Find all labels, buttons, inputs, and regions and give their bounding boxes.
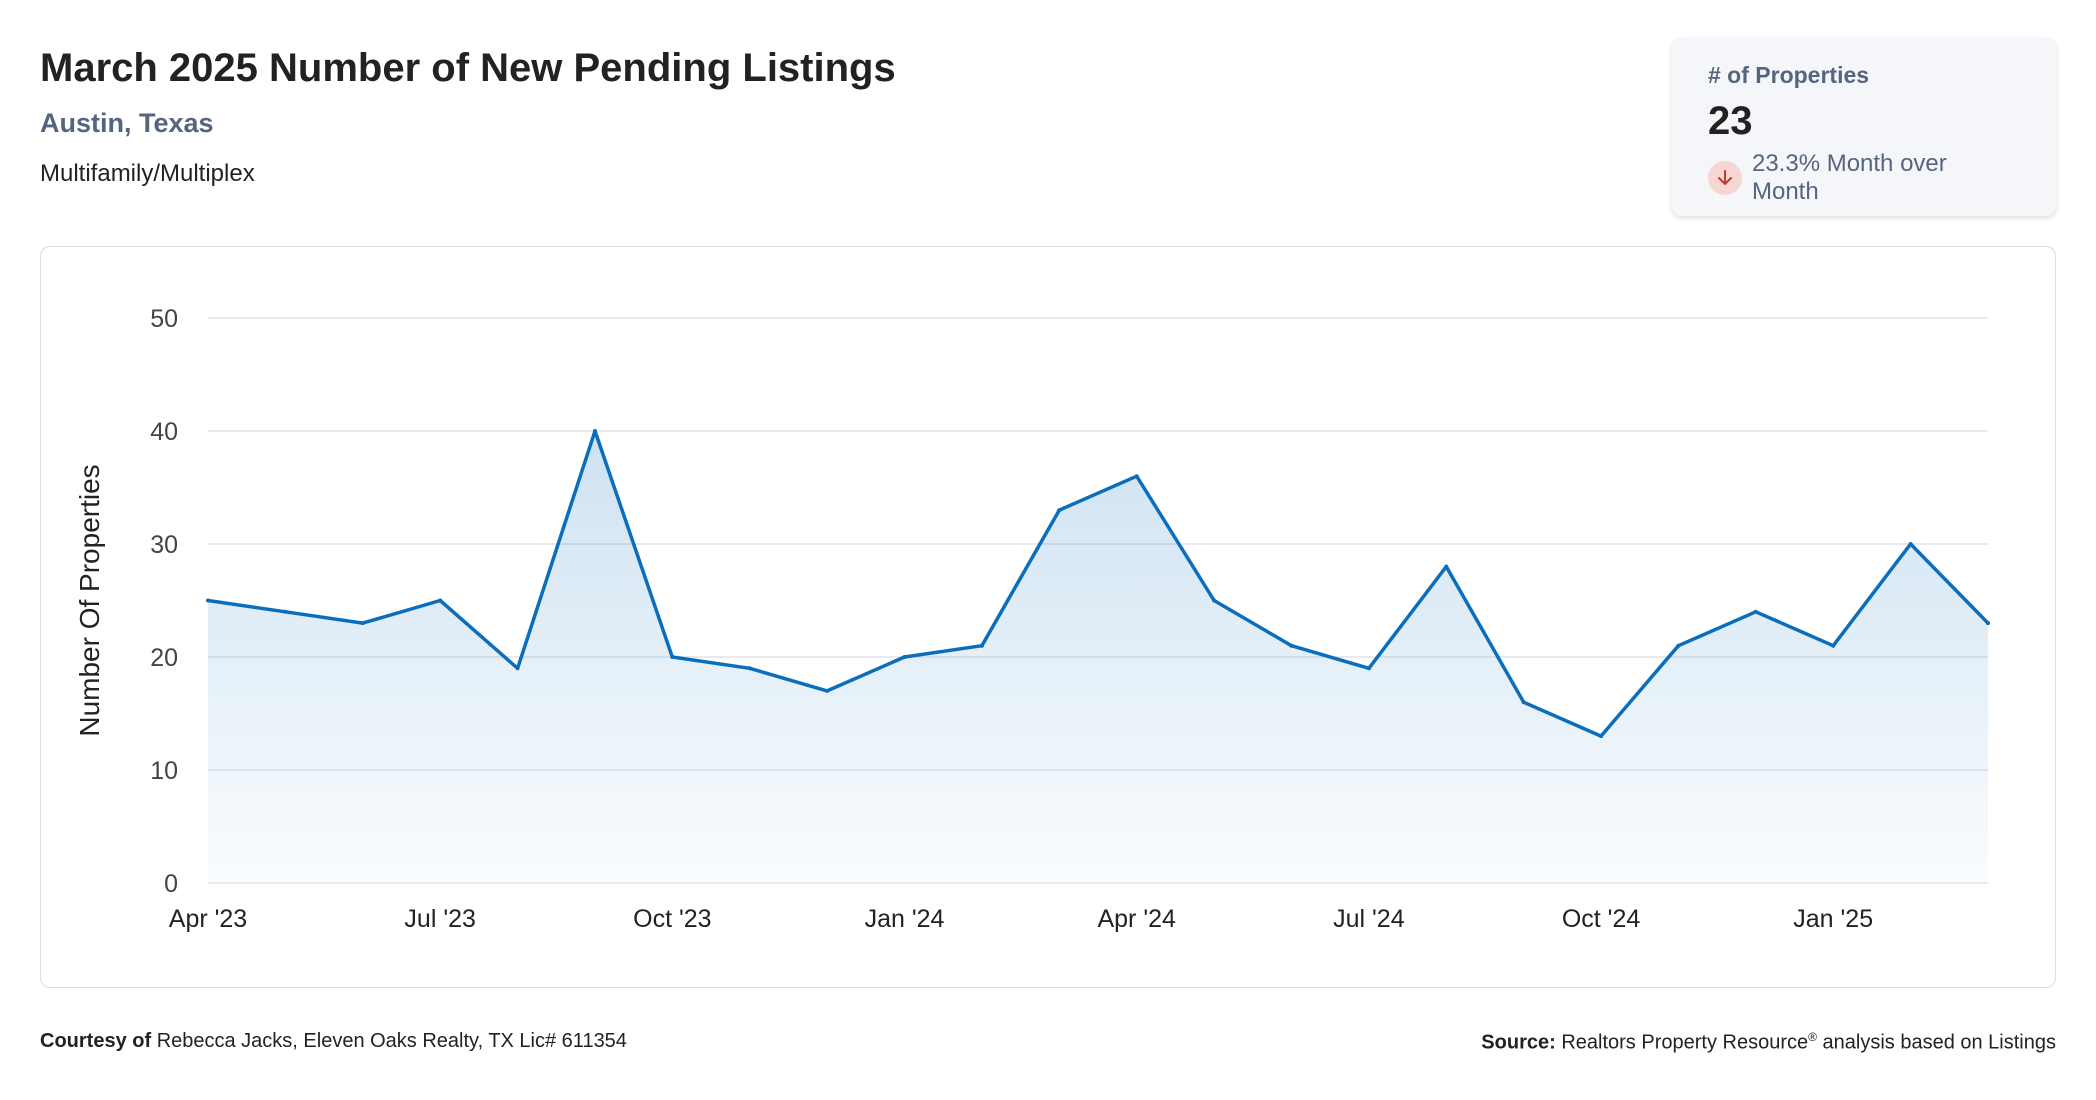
- data-point: [1289, 643, 1294, 648]
- data-point: [1599, 734, 1604, 739]
- x-tick-label: Jan '25: [1793, 905, 1873, 933]
- x-axis-ticks: Apr '23 Jul '23 Oct '23 Jan '24 Apr '24 Jul '…: [169, 905, 1873, 933]
- x-tick-label: Oct '23: [633, 905, 711, 933]
- data-points: [206, 429, 1990, 739]
- registered-mark: ®: [1808, 1030, 1817, 1044]
- data-point: [1831, 643, 1836, 648]
- data-point: [1366, 666, 1371, 671]
- x-tick-label: Jul '24: [1333, 905, 1405, 933]
- location-subtitle: Austin, Texas: [40, 108, 214, 138]
- data-point: [1212, 598, 1217, 603]
- courtesy-text: Rebecca Jacks, Eleven Oaks Realty, TX Li…: [156, 1030, 627, 1052]
- data-point: [1134, 474, 1139, 479]
- x-tick-label: Jul '23: [404, 905, 475, 933]
- x-tick-label: Apr '23: [169, 905, 247, 933]
- data-point: [1057, 508, 1062, 513]
- chart-container: 0 10 20 30 40 50 Apr '23 Jul '23 Oct '23 Jan '24…: [40, 246, 2056, 988]
- data-point: [902, 655, 907, 659]
- data-point: [360, 621, 365, 626]
- courtesy-label: Courtesy of: [40, 1030, 152, 1052]
- data-point: [206, 598, 210, 603]
- source-footer: Source: Realtors Property Resource® anal…: [1481, 1030, 2056, 1055]
- y-tick-label: 50: [150, 305, 178, 333]
- source-label: Source:: [1481, 1031, 1556, 1054]
- data-point: [670, 655, 675, 659]
- y-tick-label: 30: [150, 531, 178, 559]
- data-point: [1676, 643, 1681, 648]
- arrow-down-icon: [1708, 161, 1742, 195]
- page-title: March 2025 Number of New Pending Listing…: [40, 46, 896, 90]
- data-point: [1521, 700, 1526, 705]
- y-tick-label: 10: [150, 757, 178, 785]
- y-axis-ticks: 0 10 20 30 40 50: [150, 305, 178, 898]
- kpi-change-text: 23.3% Month over Month: [1751, 150, 1947, 205]
- courtesy-footer: Courtesy of Rebecca Jacks, Eleven Oaks R…: [40, 1030, 627, 1053]
- data-point: [515, 666, 520, 671]
- x-tick-label: Jan '24: [865, 905, 945, 933]
- y-tick-label: 20: [150, 644, 178, 672]
- series-area: [208, 431, 1988, 883]
- kpi-change: 23.3% Month over Month: [1708, 150, 2020, 206]
- y-tick-label: 40: [150, 418, 178, 446]
- property-type-label: Multifamily/Multiplex: [40, 160, 255, 187]
- y-tick-label: 0: [164, 870, 178, 898]
- series-line: [207, 429, 1990, 738]
- y-axis-label: Number Of Properties: [74, 464, 105, 736]
- line-chart: 0 10 20 30 40 50 Apr '23 Jul '23 Oct '23 Jan '24…: [74, 305, 1990, 933]
- x-tick-label: Apr '24: [1097, 905, 1176, 933]
- data-point: [283, 609, 288, 614]
- data-point: [1444, 564, 1449, 569]
- data-point: [825, 688, 830, 693]
- data-point: [1986, 621, 1990, 626]
- data-point: [592, 429, 597, 433]
- source-rest: analysis based on Listings: [1822, 1031, 2056, 1054]
- data-point: [747, 666, 752, 671]
- kpi-card: # of Properties 23 23.3% Month over Mont…: [1672, 38, 2056, 216]
- source-name: Realtors Property Resource: [1561, 1031, 1809, 1054]
- x-tick-label: Oct '24: [1562, 905, 1641, 933]
- kpi-label: # of Properties: [1708, 62, 1870, 88]
- kpi-value: 23: [1708, 99, 1753, 143]
- data-point: [438, 598, 443, 603]
- data-point: [1753, 609, 1758, 614]
- data-point: [979, 643, 984, 648]
- data-point: [1908, 542, 1913, 546]
